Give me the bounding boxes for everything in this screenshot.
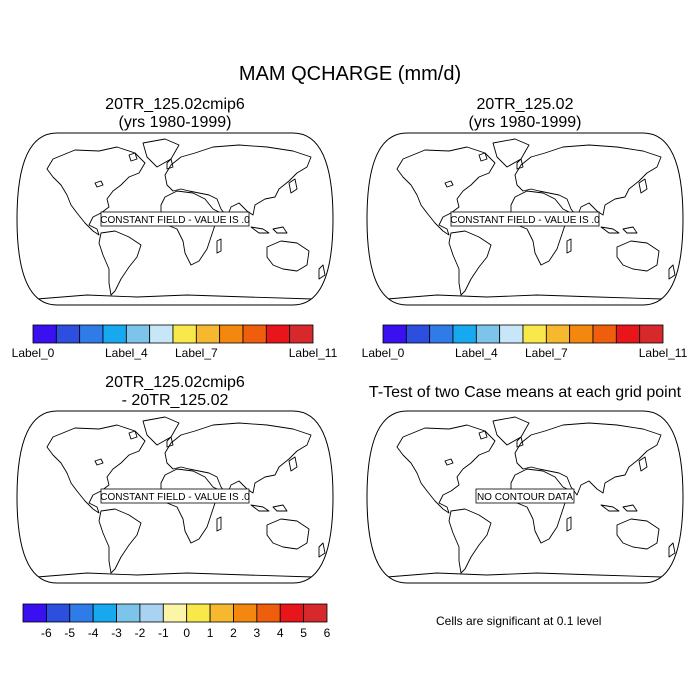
panel-1-colorbar-swatch-6 [172, 324, 197, 344]
panel-1-map [16, 132, 334, 306]
difference-colorbar-swatch-4 [116, 603, 141, 623]
difference-colorbar-swatch-10 [256, 603, 281, 623]
panel-1-colorbar-swatch-5 [149, 324, 174, 344]
panel-4-message: NO CONTOUR DATA [475, 488, 575, 504]
panel-2-colorbar-swatch-0 [382, 324, 407, 344]
panel-4-title: T-Test of two Case means at each grid po… [350, 384, 700, 402]
panel-2-title-line2: (yrs 1980-1999) [468, 114, 582, 131]
difference-colorbar-tick-label-8: 2 [230, 626, 237, 640]
panel-2-title: 20TR_125.02 (yrs 1980-1999) [370, 96, 680, 132]
difference-colorbar-tick-label-1: -5 [64, 626, 75, 640]
panel-3-message: CONSTANT FIELD - VALUE IS .0 [100, 488, 250, 504]
panel-2-map [366, 132, 684, 306]
panel-3-title-line1: 20TR_125.02cmip6 [105, 374, 245, 391]
difference-colorbar-swatch-6 [162, 603, 188, 623]
figure-title: MAM QCHARGE (mm/d) [238, 63, 462, 85]
panel-3-message-text: CONSTANT FIELD - VALUE IS .0 [100, 492, 250, 503]
difference-colorbar: -6 -5 -4 -3 -2 -1 0 1 2 3 4 5 6 [22, 603, 331, 640]
panel-2-colorbar-swatch-6 [522, 324, 547, 344]
difference-colorbar-tick-label-7: 1 [207, 626, 214, 640]
panel-2-colorbar-swatch-4 [475, 324, 501, 344]
panel-1-colorbar-swatch-10 [265, 324, 291, 344]
panel-1-title-line1: 20TR_125.02cmip6 [105, 96, 245, 113]
panel-1-title: 20TR_125.02cmip6 (yrs 1980-1999) [20, 96, 330, 132]
panel-4-title-line1: T-Test of two Case means at each grid po… [368, 384, 682, 401]
difference-colorbar-tick-label-9: 3 [254, 626, 261, 640]
panel-2-colorbar-tick-label-3: Label_11 [639, 346, 688, 360]
difference-colorbar-swatch-2 [69, 603, 94, 623]
difference-colorbar-swatch-12 [303, 603, 328, 623]
panel-2-colorbar-tick-label-2: Label_7 [525, 346, 568, 360]
panel-1-colorbar-tick-label-2: Label_7 [175, 346, 218, 360]
difference-colorbar-swatch-7 [186, 603, 211, 623]
panel-1-colorbar-swatch-1 [55, 324, 81, 344]
panel-2-title-line1: 20TR_125.02 [476, 96, 574, 113]
panel-1-colorbar-swatch-11 [289, 324, 314, 344]
panel-2-message-text: CONSTANT FIELD - VALUE IS .0 [450, 215, 600, 226]
difference-colorbar-swatch-11 [279, 603, 305, 623]
difference-colorbar-swatch-1 [45, 603, 71, 623]
difference-colorbar-tick-label-10: 4 [277, 626, 284, 640]
panel-1-message: CONSTANT FIELD - VALUE IS .0 [100, 211, 250, 227]
difference-colorbar-tick-label-6: 0 [183, 626, 190, 640]
panel-4-message-text: NO CONTOUR DATA [477, 492, 573, 503]
difference-colorbar-tick-label-2: -4 [88, 626, 99, 640]
difference-colorbar-swatch-5 [139, 603, 164, 623]
panel-2-colorbar-tick-label-0: Label_0 [362, 346, 405, 360]
panel-3-title: 20TR_125.02cmip6 - 20TR_125.02 [20, 374, 330, 410]
panel-1-title-line2: (yrs 1980-1999) [118, 114, 232, 131]
panel-3-title-line2: - 20TR_125.02 [121, 392, 229, 409]
panel-2-colorbar-tick-label-1: Label_4 [455, 346, 498, 360]
panel-1-colorbar-tick-label-3: Label_11 [289, 346, 338, 360]
panel-2-colorbar-swatch-11 [639, 324, 664, 344]
panel-1-colorbar-tick-label-0: Label_0 [12, 346, 55, 360]
panel-2-message: CONSTANT FIELD - VALUE IS .0 [450, 211, 600, 227]
panel-2-colorbar-swatch-9 [592, 324, 617, 344]
panel-1-colorbar-swatch-4 [125, 324, 151, 344]
difference-colorbar-swatch-9 [233, 603, 258, 623]
panel-1-colorbar: Label_0 Label_4 Label_7 Label_11 [12, 324, 338, 360]
panel-1-colorbar-swatch-7 [195, 324, 221, 344]
panel-2-colorbar-swatch-7 [545, 324, 571, 344]
panel-1-colorbar-tick-label-1: Label_4 [105, 346, 148, 360]
panel-2-colorbar-swatch-10 [615, 324, 641, 344]
panel-1-colorbar-swatch-0 [32, 324, 57, 344]
panel-2-colorbar-swatch-5 [499, 324, 524, 344]
difference-colorbar-swatch-3 [92, 603, 117, 623]
panel-2-colorbar-swatch-2 [429, 324, 454, 344]
significance-note: Cells are significant at 0.1 level [436, 614, 602, 628]
panel-2-colorbar-swatch-8 [569, 324, 594, 344]
panel-1-colorbar-swatch-2 [79, 324, 104, 344]
panel-2-colorbar-swatch-3 [452, 324, 477, 344]
panel-3-map [16, 410, 334, 584]
difference-colorbar-tick-label-0: -6 [41, 626, 52, 640]
difference-colorbar-swatch-8 [209, 603, 234, 623]
difference-colorbar-tick-label-3: -3 [111, 626, 122, 640]
difference-colorbar-swatch-0 [22, 603, 47, 623]
panel-1-colorbar-swatch-3 [102, 324, 127, 344]
difference-colorbar-tick-label-5: -1 [158, 626, 169, 640]
panel-2-colorbar-swatch-1 [405, 324, 431, 344]
difference-colorbar-tick-label-11: 5 [300, 626, 307, 640]
panel-4-map [366, 410, 684, 584]
panel-1-colorbar-swatch-9 [242, 324, 267, 344]
panel-1-message-text: CONSTANT FIELD - VALUE IS .0 [100, 215, 250, 226]
difference-colorbar-tick-label-12: 6 [324, 626, 331, 640]
panel-1-colorbar-swatch-8 [219, 324, 244, 344]
panel-2-colorbar: Label_0 Label_4 Label_7 Label_11 [362, 324, 688, 360]
difference-colorbar-tick-label-4: -2 [135, 626, 146, 640]
